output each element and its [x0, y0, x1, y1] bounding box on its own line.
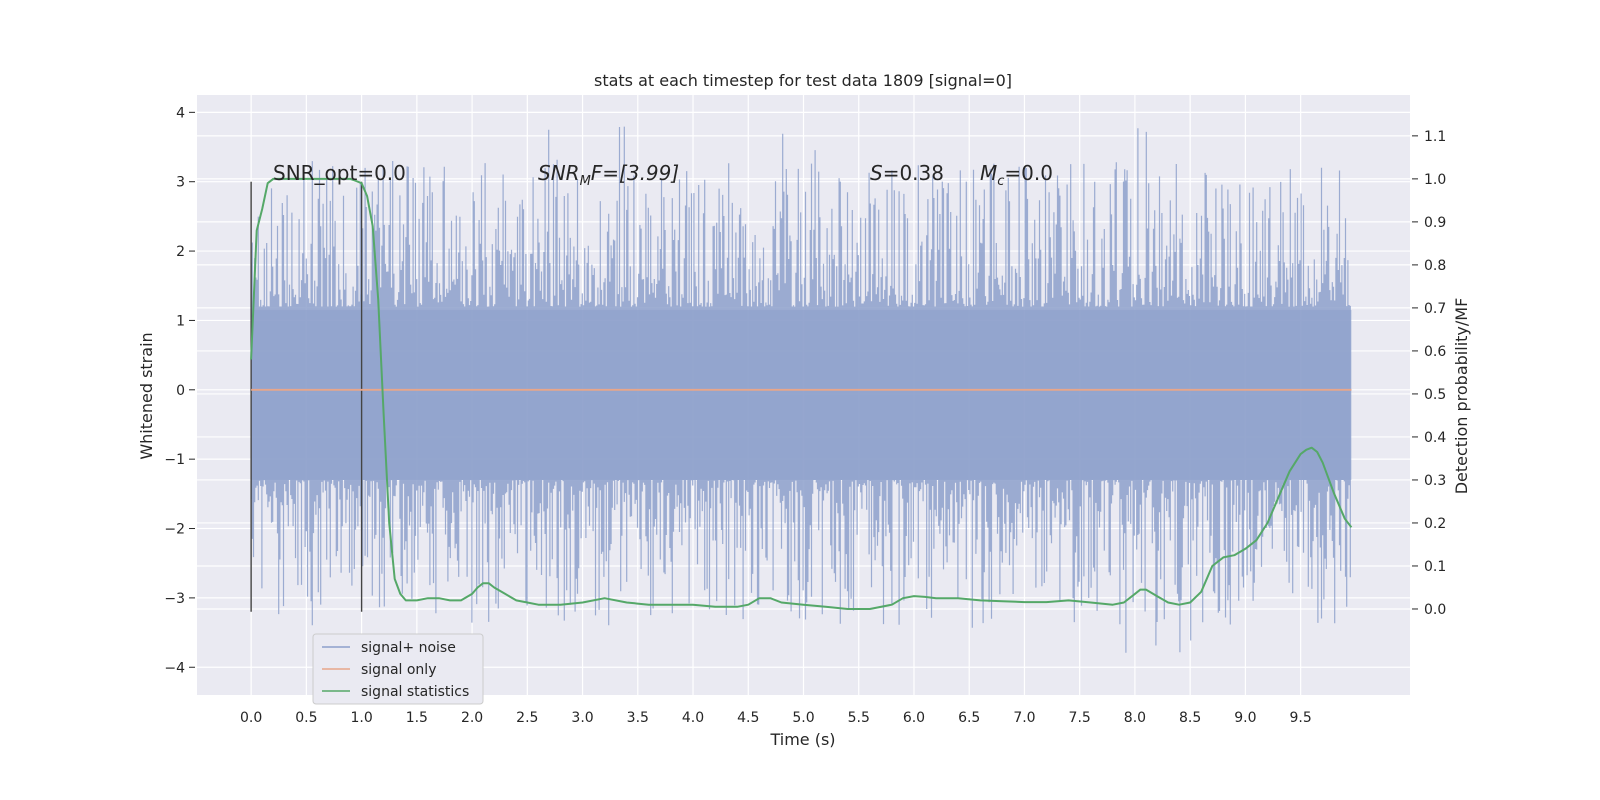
- x-tick-label: 8.5: [1179, 710, 1201, 726]
- x-axis-label: Time (s): [769, 730, 835, 749]
- legend: signal+ noise signal only signal statist…: [312, 633, 484, 705]
- series-lines: [250, 177, 1353, 610]
- y-right-tick-label: 0.3: [1424, 473, 1446, 489]
- x-tick-label: 9.0: [1234, 710, 1256, 726]
- y-right-tick-label: 0.1: [1424, 559, 1446, 575]
- x-tick-label: 7.0: [1013, 710, 1035, 726]
- x-tick-label: 4.5: [737, 710, 759, 726]
- y-right-tick-label: 0.8: [1424, 258, 1446, 274]
- x-tick-label: 3.5: [627, 710, 649, 726]
- y-axis-label: Whitened strain: [137, 332, 156, 459]
- annotation-s: S=0.38: [870, 161, 944, 185]
- x-tick-label: 2.0: [461, 710, 483, 726]
- signal-statistics-line: [250, 177, 1353, 610]
- y-tick-label: 1: [176, 313, 185, 329]
- x-tick-label: 6.5: [958, 710, 980, 726]
- x-tick-label: 5.5: [848, 710, 870, 726]
- x-tick-label: 2.5: [516, 710, 538, 726]
- x-tick-label: 0.0: [240, 710, 262, 726]
- y-right-tick-label: 1.1: [1424, 129, 1446, 145]
- legend-label-signal-statistics: signal statistics: [361, 684, 469, 700]
- y-tick-label: 0: [176, 383, 185, 399]
- y-tick-label: −3: [164, 591, 185, 607]
- y-right-tick-labels: 0.0 0.1 0.2 0.3 0.4 0.5 0.6 0.7 0.8 0.9 1.0 1.1: [1424, 129, 1446, 618]
- x-tick-labels: 0.0 0.5 1.0 1.5 2.0 2.5 3.0 3.5 4.0 4.5 5.0 5.5 6.0 6…: [240, 710, 1312, 726]
- annotation-snr-mf: SNRMF=[3.99]: [538, 161, 679, 189]
- x-tick-label: 8.0: [1124, 710, 1146, 726]
- y-tick-label: 4: [176, 105, 185, 121]
- legend-label-signal-only: signal only: [361, 662, 436, 678]
- series-signal-noise: [250, 126, 1352, 653]
- y-right-tick-label: 0.6: [1424, 344, 1446, 360]
- y-tick-label: −2: [164, 522, 185, 538]
- y-right-tick-label: 0.0: [1424, 602, 1446, 618]
- x-tick-label: 9.5: [1289, 710, 1311, 726]
- y-tick-label: 3: [176, 175, 185, 191]
- y-right-tick-label: 0.5: [1424, 387, 1446, 403]
- x-tick-label: 6.0: [903, 710, 925, 726]
- x-tick-label: 3.0: [571, 710, 593, 726]
- y-right-axis-label: Detection probability/MF: [1452, 298, 1471, 495]
- y-tick-label: −4: [164, 660, 185, 676]
- y-tick-label: 2: [176, 244, 185, 260]
- y-right-tick-label: 0.7: [1424, 301, 1446, 317]
- annotation-mc: Mc=0.0: [980, 161, 1053, 189]
- x-tick-label: 4.0: [682, 710, 704, 726]
- annotation-snr-opt: SNR_opt=0.0: [273, 161, 406, 185]
- y-tick-labels: −4 −3 −2 −1 0 1 2 3 4: [164, 105, 185, 676]
- y-right-tick-label: 1.0: [1424, 172, 1446, 188]
- x-tick-label: 0.5: [295, 710, 317, 726]
- y-right-tick-label: 0.2: [1424, 516, 1446, 532]
- vertical-markers: [250, 181, 363, 612]
- y-right-tick-label: 0.4: [1424, 430, 1446, 446]
- x-tick-label: 5.0: [792, 710, 814, 726]
- x-tick-label: 1.5: [406, 710, 428, 726]
- y-tick-label: −1: [164, 452, 185, 468]
- chart-title: stats at each timestep for test data 180…: [594, 71, 1012, 90]
- legend-label-signal-noise: signal+ noise: [361, 640, 456, 656]
- legend-box: [312, 633, 484, 705]
- y-right-tick-label: 0.9: [1424, 215, 1446, 231]
- x-tick-label: 1.0: [350, 710, 372, 726]
- x-tick-label: 7.5: [1069, 710, 1091, 726]
